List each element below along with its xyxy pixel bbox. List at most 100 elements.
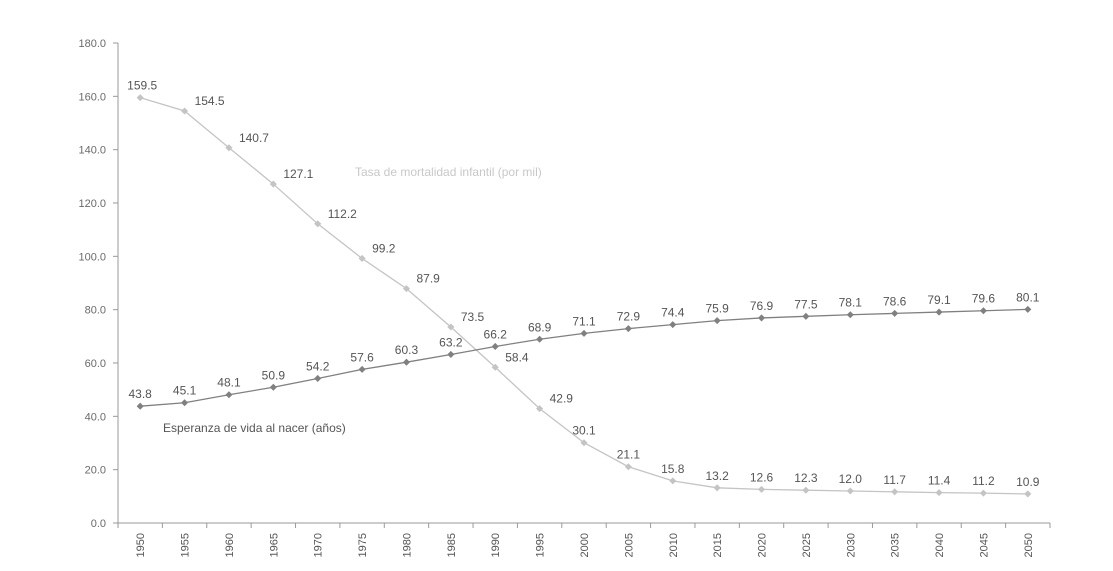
- data-point: [669, 321, 677, 329]
- series-layer: 159.5 154.5 140.7 127.1 112.2 99.2 87.9 73.5 58.…: [127, 79, 1040, 498]
- data-label: 42.9: [550, 392, 574, 406]
- data-point: [136, 402, 144, 410]
- data-point: [447, 350, 455, 359]
- data-label: 54.2: [306, 359, 330, 373]
- data-point: [891, 488, 899, 496]
- data-label: 11.4: [928, 474, 951, 488]
- x-tick-label: 1975: [357, 533, 369, 557]
- y-tick-label: 0.0: [91, 518, 106, 530]
- x-tick-label: 2050: [1023, 533, 1035, 557]
- data-point: [314, 374, 322, 383]
- data-label: 12.0: [839, 472, 863, 486]
- data-label: 68.9: [528, 320, 552, 334]
- data-point: [624, 325, 632, 333]
- data-label: 58.4: [505, 350, 529, 364]
- y-tick-label: 120.0: [78, 198, 106, 210]
- data-point: [846, 311, 854, 319]
- x-tick-label: 1960: [224, 533, 236, 557]
- data-label: 78.1: [839, 296, 863, 310]
- x-tick-label: 2010: [668, 533, 680, 557]
- data-point: [624, 463, 632, 471]
- data-label: 10.9: [1016, 475, 1040, 489]
- data-point: [402, 358, 411, 366]
- y-tick-label: 140.0: [78, 145, 106, 157]
- data-label: 12.3: [794, 471, 818, 485]
- y-tick-label: 60.0: [85, 358, 106, 370]
- data-label: 12.6: [750, 470, 774, 484]
- x-tick-label: 1950: [135, 533, 147, 557]
- data-label: 154.5: [195, 94, 225, 108]
- data-label: 15.8: [661, 462, 685, 476]
- data-point: [358, 365, 366, 373]
- data-label: 112.2: [328, 207, 357, 221]
- data-point: [269, 180, 277, 188]
- data-point: [802, 312, 810, 320]
- data-point: [402, 285, 411, 293]
- y-tick-label: 40.0: [85, 411, 106, 423]
- data-point: [225, 391, 233, 399]
- data-point: [314, 220, 322, 228]
- data-point: [181, 399, 189, 407]
- x-tick-label: 2015: [712, 533, 724, 557]
- data-label: 60.3: [395, 343, 419, 357]
- x-tick-label: 1980: [401, 533, 413, 557]
- data-label: 30.1: [572, 424, 596, 438]
- data-label: 80.1: [1016, 290, 1040, 304]
- data-label: 99.2: [372, 241, 396, 255]
- data-label: 48.1: [217, 376, 241, 390]
- data-label: 72.9: [617, 310, 641, 324]
- data-point: [447, 323, 455, 331]
- data-point: [1024, 490, 1032, 498]
- data-point: [136, 94, 144, 102]
- x-tick-label: 2040: [934, 533, 946, 557]
- data-label: 73.5: [461, 310, 485, 324]
- x-tick-label: 2035: [890, 533, 902, 557]
- data-point: [979, 307, 987, 315]
- data-point: [491, 363, 499, 371]
- data-label: 75.9: [705, 302, 729, 316]
- data-point: [669, 477, 677, 485]
- data-point: [269, 383, 277, 391]
- data-label: 13.2: [705, 469, 729, 483]
- data-point: [580, 439, 588, 447]
- y-axis-ticks: 0.0 20.0 40.0 60.0 80.0 100.0 120.0 140.0 160.0 1…: [78, 38, 118, 530]
- data-point: [536, 335, 544, 343]
- data-point: [491, 342, 499, 351]
- data-point: [846, 487, 854, 495]
- x-tick-label: 1990: [490, 533, 502, 557]
- data-label: 78.6: [883, 294, 907, 308]
- x-tick-label: 2000: [579, 533, 591, 557]
- data-label: 50.9: [262, 368, 286, 382]
- data-label: 11.7: [883, 473, 906, 487]
- x-axis-ticks: 1950 1955 1960 1965 1970 1975 1980 1985 1990 1995…: [117, 523, 1051, 557]
- x-tick-label: 2005: [623, 533, 635, 557]
- x-tick-label: 1955: [180, 533, 192, 557]
- series-name-mortalidad: Tasa de mortalidad infantil (por mil): [355, 165, 542, 179]
- data-point: [935, 308, 943, 316]
- data-point: [979, 489, 987, 497]
- series-name-esperanza: Esperanza de vida al nacer (años): [163, 421, 346, 435]
- data-label: 140.7: [239, 131, 269, 145]
- y-tick-label: 180.0: [78, 38, 106, 50]
- data-point: [802, 486, 810, 494]
- data-point: [757, 314, 766, 322]
- x-tick-label: 2020: [757, 533, 769, 557]
- data-label: 76.9: [750, 299, 774, 313]
- data-point: [891, 309, 899, 317]
- data-label: 79.1: [927, 293, 951, 307]
- data-label: 79.6: [972, 292, 996, 306]
- data-point: [757, 485, 766, 493]
- data-label: 11.2: [972, 474, 995, 488]
- x-tick-label: 1965: [268, 533, 280, 557]
- data-point: [713, 484, 721, 492]
- data-point: [536, 405, 544, 413]
- x-tick-label: 2030: [845, 533, 857, 557]
- y-tick-label: 20.0: [85, 465, 106, 477]
- series-name-labels: Tasa de mortalidad infantil (por mil) Es…: [163, 165, 542, 435]
- y-tick-label: 100.0: [78, 251, 106, 263]
- data-label: 87.9: [416, 272, 440, 286]
- x-tick-label: 1970: [313, 533, 325, 557]
- data-label: 63.2: [439, 335, 463, 349]
- data-point: [1024, 305, 1032, 313]
- data-point: [580, 329, 588, 337]
